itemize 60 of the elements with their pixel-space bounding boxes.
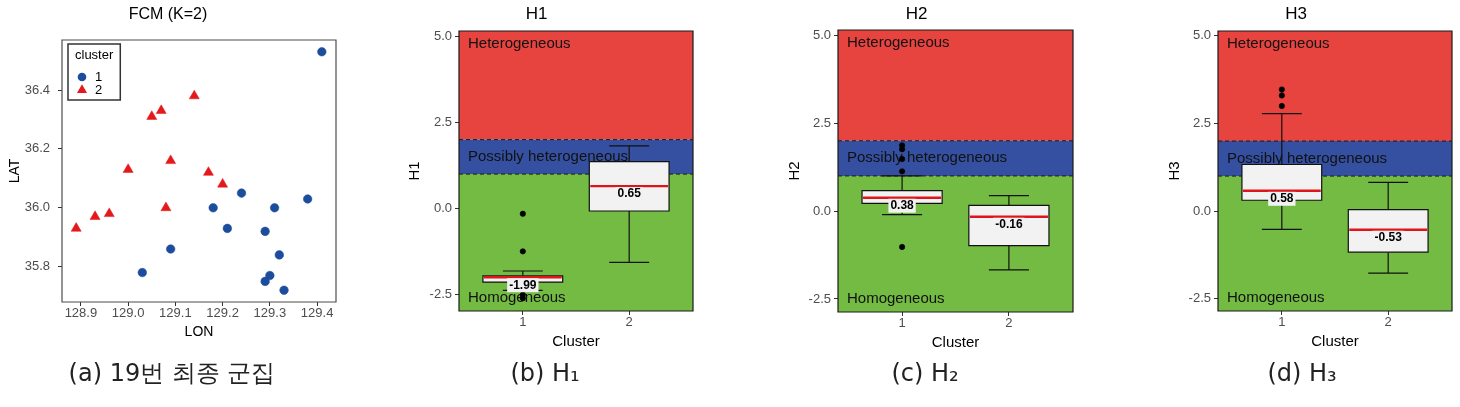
x-tick-label: 129.1 bbox=[159, 305, 192, 321]
text: -0.53 bbox=[1374, 230, 1402, 245]
y-tick-label: -2.5 bbox=[808, 290, 831, 306]
y-tick-label: 5.0 bbox=[812, 26, 831, 42]
y-tick-label: 0.0 bbox=[1192, 202, 1211, 218]
x-tick-label: 129.2 bbox=[206, 305, 239, 321]
x-axis-title: Cluster bbox=[931, 333, 980, 351]
band-label: Heterogeneous bbox=[847, 32, 950, 50]
legend-title: cluster bbox=[75, 46, 114, 62]
x-tick-label: 2 bbox=[625, 314, 633, 330]
band-label: Possibly heterogeneous bbox=[468, 147, 629, 164]
text: -0.16 bbox=[995, 217, 1023, 232]
band-label: Heterogeneous bbox=[468, 33, 571, 51]
text: 0.38 bbox=[890, 198, 914, 213]
chart-title: H2 bbox=[905, 3, 928, 23]
y-tick-label: 2.5 bbox=[433, 113, 452, 129]
text: -1.99 bbox=[509, 277, 537, 292]
x-axis-title: Cluster bbox=[552, 332, 600, 350]
x-axis-title: Cluster bbox=[1311, 332, 1359, 350]
legend-label: 2 bbox=[95, 81, 103, 97]
text: (d) H₃ bbox=[1267, 359, 1337, 388]
x-tick-label: 129.0 bbox=[111, 305, 145, 321]
chart-title: FCM (K=2) bbox=[128, 5, 208, 23]
text: 0.58 bbox=[1270, 191, 1294, 206]
text: 0.65 bbox=[617, 186, 641, 201]
y-axis-title: H3 bbox=[1165, 161, 1183, 181]
x-tick-label: 128.9 bbox=[64, 305, 98, 321]
x-tick-label: 129.4 bbox=[300, 305, 334, 321]
y-tick-label: 5.0 bbox=[433, 27, 452, 43]
text: (c) H₂ bbox=[891, 359, 959, 388]
text: (b) H₁ bbox=[510, 359, 580, 388]
y-tick-label: 0.0 bbox=[812, 202, 831, 218]
legend-label: 1 bbox=[95, 68, 103, 84]
y-tick-label: 36.0 bbox=[24, 199, 50, 215]
y-tick-label: 5.0 bbox=[1192, 27, 1211, 43]
band-label: Homogeneous bbox=[1227, 287, 1325, 305]
y-axis-title: H1 bbox=[405, 161, 423, 181]
y-tick-label: 36.2 bbox=[24, 140, 50, 156]
y-tick-label: 0.0 bbox=[433, 200, 452, 216]
y-axis-title: LAT bbox=[5, 158, 22, 184]
x-tick-label: 1 bbox=[1278, 314, 1286, 330]
chart-title: H3 bbox=[1285, 3, 1307, 23]
band-label: Heterogeneous bbox=[1227, 33, 1330, 51]
x-tick-label: 2 bbox=[1384, 314, 1392, 330]
y-tick-label: 36.4 bbox=[24, 81, 50, 97]
y-tick-label: -2.5 bbox=[429, 286, 452, 302]
y-tick-label: 2.5 bbox=[1192, 115, 1211, 131]
y-tick-label: 2.5 bbox=[812, 114, 831, 130]
x-axis-title: LON bbox=[184, 323, 214, 340]
x-tick-label: 1 bbox=[898, 315, 906, 331]
text: (a) 19번 최종 군집 bbox=[68, 359, 276, 388]
x-tick-label: 2 bbox=[1005, 315, 1013, 331]
y-tick-label: 35.8 bbox=[24, 258, 50, 274]
x-tick-label: 1 bbox=[519, 314, 527, 330]
x-tick-label: 129.3 bbox=[253, 305, 287, 321]
chart-title: H1 bbox=[525, 3, 548, 23]
y-axis-title: H2 bbox=[785, 161, 803, 181]
band-label: Possibly heterogeneous bbox=[847, 148, 1008, 166]
band-label: Homogeneous bbox=[847, 288, 945, 306]
y-tick-label: -2.5 bbox=[1188, 290, 1211, 306]
